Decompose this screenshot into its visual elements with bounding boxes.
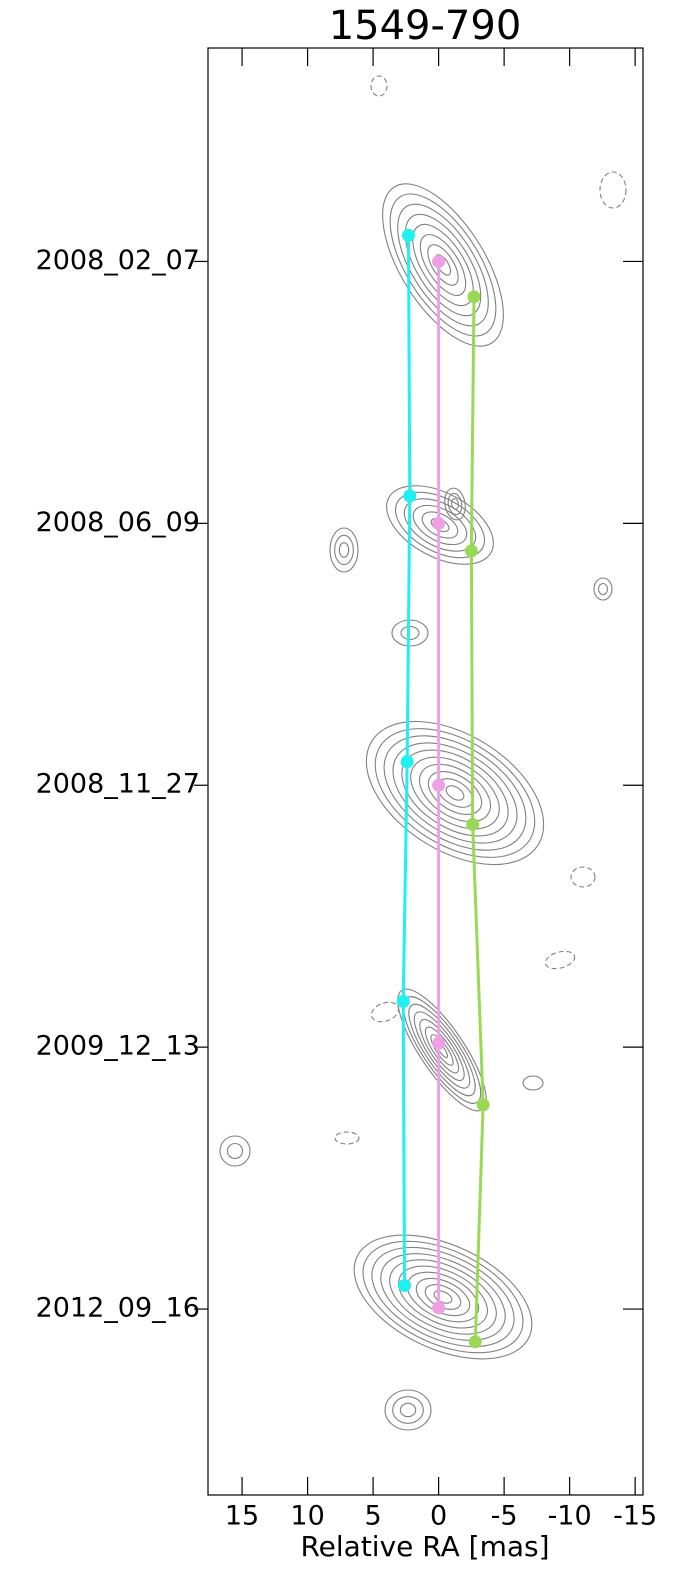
- x-tick-label: 10: [290, 1501, 324, 1532]
- y-tick-label: 2008_11_27: [36, 769, 200, 800]
- component: [432, 1037, 445, 1050]
- component: [402, 229, 415, 242]
- contour: [594, 578, 612, 600]
- contour: [228, 1144, 243, 1159]
- contour: [523, 1076, 543, 1090]
- negative-contour: [335, 1132, 359, 1144]
- component: [465, 544, 478, 557]
- contour: [378, 1245, 508, 1350]
- contour: [339, 543, 348, 558]
- component: [466, 818, 479, 831]
- x-tick-label: 15: [225, 1501, 259, 1532]
- component: [432, 255, 445, 268]
- contour: [599, 584, 608, 595]
- negative-contour: [371, 76, 387, 96]
- negative-contour: [543, 948, 576, 971]
- contour: [220, 1136, 250, 1166]
- y-tick-label: 2008_02_07: [36, 245, 200, 276]
- negative-contour: [571, 867, 595, 887]
- negative-contour: [369, 999, 401, 1025]
- x-tick-label: -15: [613, 1501, 657, 1532]
- component: [403, 489, 416, 502]
- y-tick-label: 2008_06_09: [36, 507, 200, 538]
- contour: [451, 498, 459, 510]
- x-tick-label: 5: [364, 1501, 381, 1532]
- contour: [411, 1271, 476, 1323]
- component: [397, 995, 410, 1008]
- chart-title: 1549-790: [329, 3, 522, 49]
- component: [401, 755, 414, 768]
- contour: [398, 996, 486, 1104]
- x-tick-label: 0: [430, 1501, 447, 1532]
- contour: [364, 712, 546, 874]
- y-tick-label: 2009_12_13: [36, 1031, 200, 1062]
- contour: [401, 627, 419, 640]
- chart: 1549-790 Relative RA [mas] 15 10 5 0 -5 -10 -1…: [0, 0, 678, 1580]
- contour: [400, 1403, 415, 1416]
- negative-contour: [600, 172, 626, 208]
- component: [467, 290, 480, 303]
- contour: [393, 1397, 424, 1424]
- component: [477, 1098, 490, 1111]
- contour: [420, 1023, 464, 1077]
- contour: [367, 1236, 518, 1358]
- contour: [357, 1227, 530, 1367]
- contour: [335, 535, 354, 564]
- component: [432, 1301, 445, 1314]
- x-tick-label: -5: [491, 1501, 518, 1532]
- component: [398, 1279, 411, 1292]
- contour: [409, 753, 500, 834]
- component: [432, 779, 445, 792]
- contour: [421, 763, 489, 824]
- y-tick-label: 2012_09_16: [36, 1293, 200, 1324]
- contours: [220, 76, 626, 1430]
- contour: [335, 1210, 551, 1385]
- contour: [341, 692, 569, 894]
- contour: [444, 783, 467, 803]
- x-axis-label: Relative RA [mas]: [300, 1530, 549, 1563]
- contour: [375, 722, 534, 864]
- component: [432, 517, 445, 530]
- contour: [346, 1218, 541, 1375]
- x-tick-label: -10: [548, 1501, 592, 1532]
- contour: [413, 1014, 472, 1086]
- component: [469, 1335, 482, 1348]
- contour: [385, 1390, 431, 1430]
